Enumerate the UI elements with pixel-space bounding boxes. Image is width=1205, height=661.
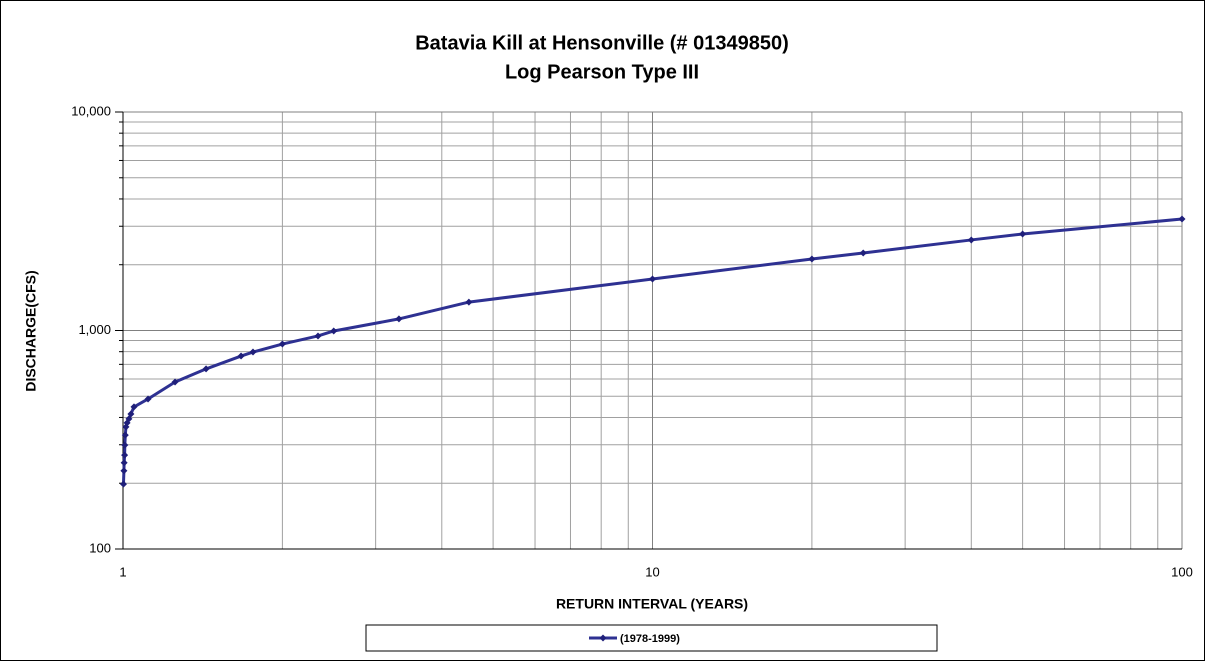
y-tick-label: 10,000	[71, 103, 111, 118]
point	[808, 255, 816, 263]
legend-box	[365, 624, 938, 652]
point	[120, 467, 128, 475]
point	[278, 340, 286, 348]
point	[249, 348, 257, 356]
legend-label: (1978-1999)	[620, 633, 680, 645]
point	[649, 275, 656, 283]
point	[237, 352, 245, 360]
point	[330, 327, 338, 335]
point	[1178, 215, 1186, 223]
point	[967, 236, 975, 244]
y-tick-label: 100	[89, 540, 111, 555]
point	[1019, 230, 1027, 238]
x-tick-label: 1	[119, 564, 126, 579]
x-axis-title: RETURN INTERVAL (YEARS)	[556, 596, 748, 612]
legend-marker	[599, 634, 607, 642]
x-tick-label: 100	[1171, 564, 1193, 579]
y-tick-label: 1,000	[78, 322, 111, 337]
chart-title: Batavia Kill at Hensonville (# 01349850)	[415, 32, 789, 54]
point	[121, 451, 129, 459]
point	[144, 395, 152, 403]
point	[130, 403, 138, 411]
point	[859, 249, 867, 257]
point	[465, 298, 473, 306]
point	[127, 410, 135, 418]
y-axis-title: DISCHARGE(CFS)	[23, 270, 39, 391]
point	[121, 441, 129, 449]
point	[202, 365, 210, 373]
point	[171, 378, 179, 386]
point	[120, 459, 128, 467]
point	[395, 315, 403, 323]
chart-subtitle: Log Pearson Type III	[505, 61, 699, 83]
point	[119, 480, 127, 488]
point	[314, 332, 322, 340]
point	[121, 431, 129, 439]
x-tick-label: 10	[645, 564, 659, 579]
